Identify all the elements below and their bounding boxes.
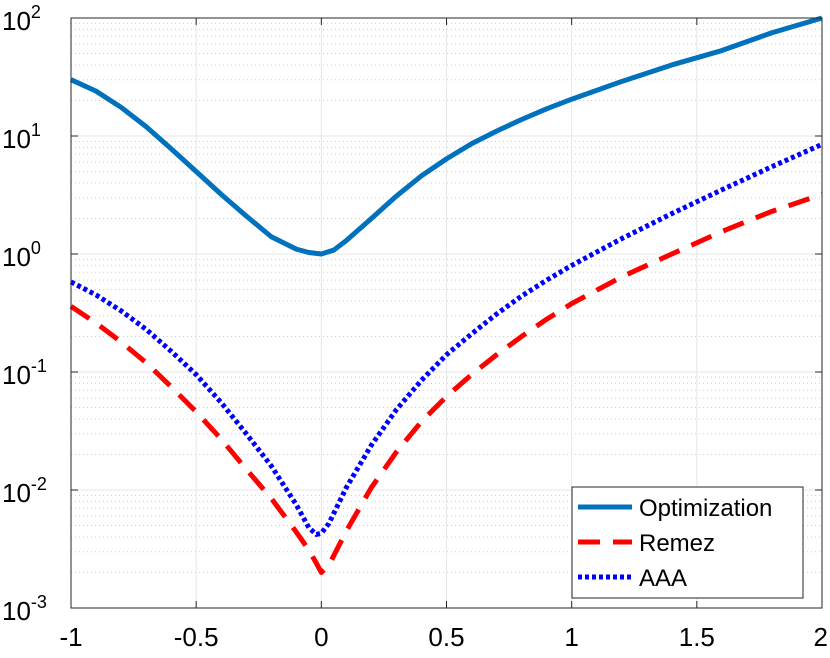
y-tick-base: 10 bbox=[2, 596, 31, 626]
y-tick-exponent: -1 bbox=[31, 356, 47, 376]
legend: Optimization Remez AAA bbox=[571, 486, 804, 599]
y-tick-label: 101 bbox=[2, 120, 41, 154]
y-tick-exponent: -2 bbox=[31, 474, 47, 494]
y-tick-exponent: 0 bbox=[31, 238, 41, 258]
y-tick-exponent: 1 bbox=[31, 120, 41, 140]
y-tick-base: 10 bbox=[2, 124, 31, 154]
legend-label-optimization: Optimization bbox=[639, 495, 772, 522]
y-tick-label: 10-3 bbox=[2, 592, 47, 626]
y-tick-label: 10-1 bbox=[2, 356, 47, 390]
x-axis-ticks: -1 -0.5 0 0.5 1 1.5 2 bbox=[59, 18, 828, 652]
series-line-optimization bbox=[69, 15, 823, 257]
y-tick-exponent: -3 bbox=[31, 592, 47, 612]
x-tick-label: 1.5 bbox=[679, 622, 715, 652]
y-tick-base: 10 bbox=[2, 6, 31, 36]
x-tick-label: 1 bbox=[564, 622, 578, 652]
series-layer bbox=[69, 15, 824, 575]
series-line-aaa bbox=[69, 142, 824, 537]
x-tick-label: 0.5 bbox=[428, 622, 464, 652]
x-tick-label: 2 bbox=[814, 622, 828, 652]
x-tick-label: -0.5 bbox=[174, 622, 219, 652]
y-tick-label: 102 bbox=[2, 2, 41, 36]
x-tick-label: -1 bbox=[59, 622, 82, 652]
y-tick-base: 10 bbox=[2, 478, 31, 508]
y-tick-label: 100 bbox=[2, 238, 41, 272]
y-tick-base: 10 bbox=[2, 242, 31, 272]
x-tick-label: 0 bbox=[314, 622, 328, 652]
y-tick-label: 10-2 bbox=[2, 474, 47, 508]
legend-label-remez: Remez bbox=[639, 530, 715, 557]
legend-label-aaa: AAA bbox=[639, 565, 687, 592]
y-tick-base: 10 bbox=[2, 360, 31, 390]
series-line-remez bbox=[69, 192, 823, 575]
y-tick-exponent: 2 bbox=[31, 2, 41, 22]
